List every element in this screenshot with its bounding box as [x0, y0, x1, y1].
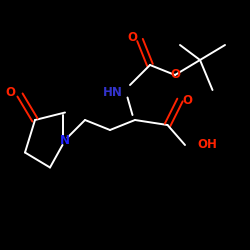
Text: O: O	[128, 31, 138, 44]
Text: O: O	[5, 86, 15, 99]
Text: O: O	[182, 94, 192, 106]
Text: HN: HN	[103, 86, 122, 99]
Text: OH: OH	[198, 138, 218, 151]
Text: N: N	[60, 134, 70, 146]
Text: O: O	[170, 68, 180, 82]
